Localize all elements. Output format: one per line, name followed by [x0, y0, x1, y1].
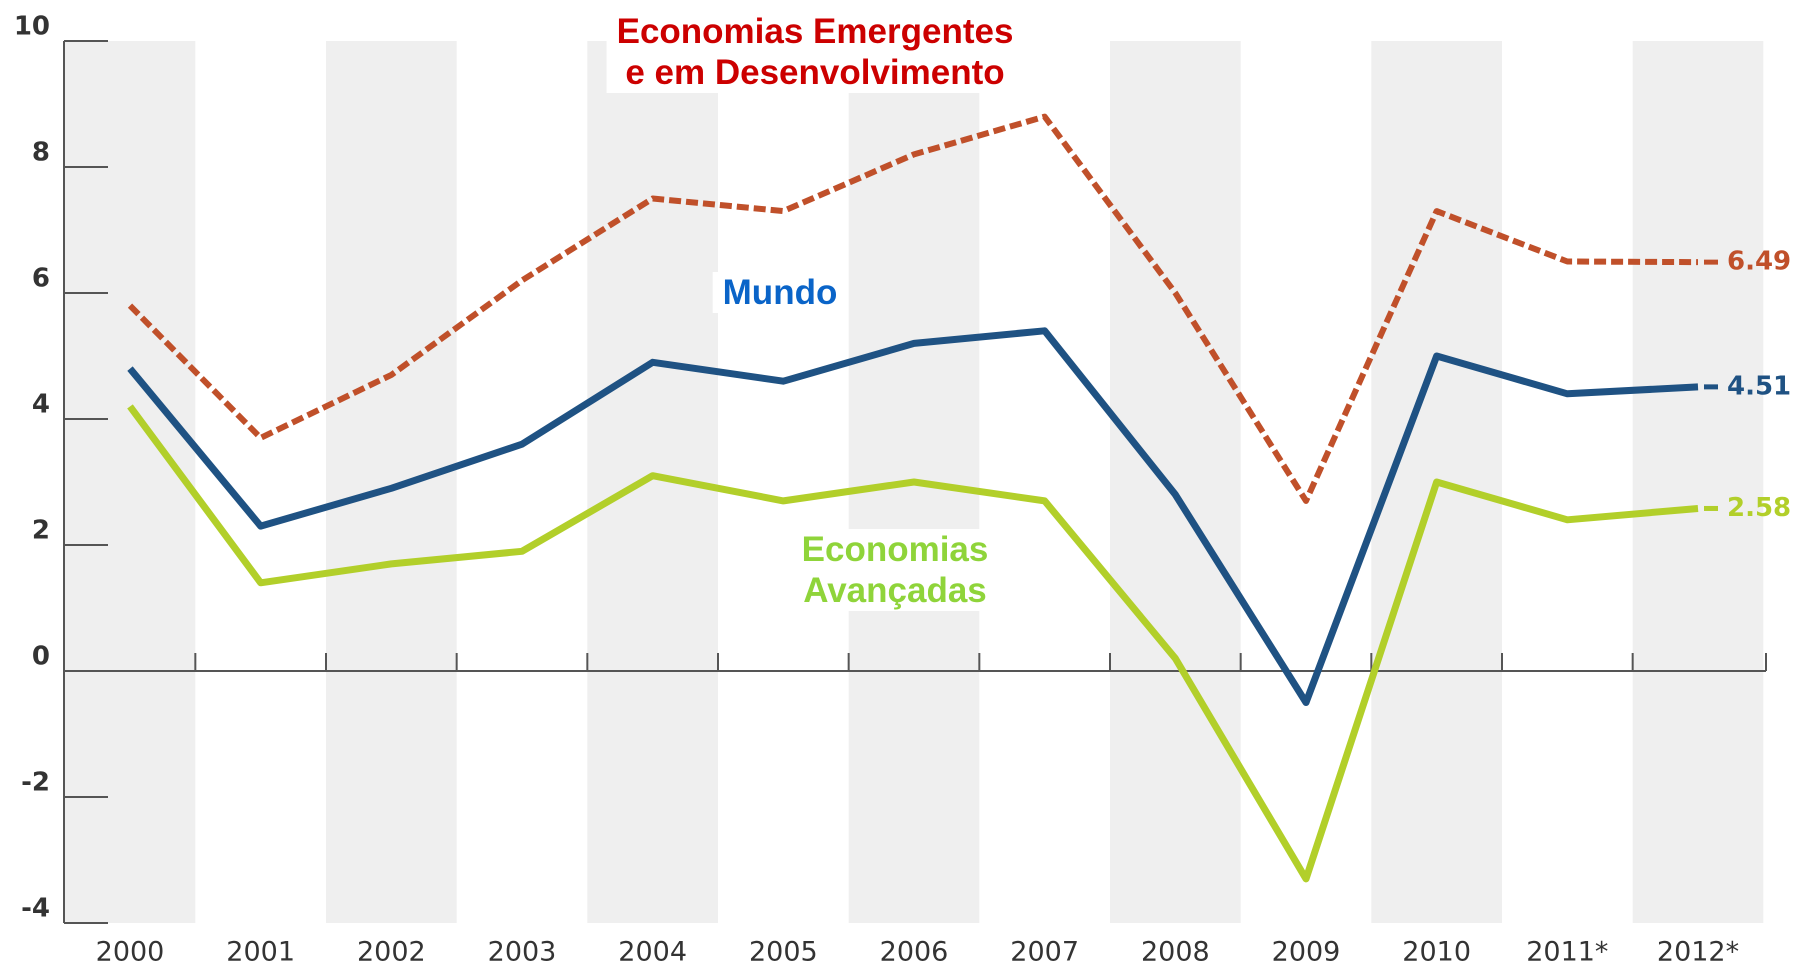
- band: [64, 41, 196, 923]
- end-value-label: 2.58: [1727, 493, 1791, 523]
- x-tick-label: 2011*: [1526, 937, 1608, 968]
- x-tick-label: 2005: [749, 937, 818, 968]
- y-tick-label: 4: [32, 390, 50, 420]
- x-tick-label: 2010: [1402, 937, 1471, 968]
- series-line: [127, 113, 1699, 504]
- x-tick-label: 2008: [1141, 937, 1210, 968]
- band: [1110, 41, 1241, 923]
- end-value-label: 6.49: [1727, 247, 1791, 277]
- series-label: Mundo: [712, 272, 848, 313]
- series-line: [127, 327, 1699, 706]
- x-tick-label: 2006: [880, 937, 949, 968]
- x-tick-label: 2002: [357, 937, 426, 968]
- y-tick-label: 10: [14, 12, 50, 42]
- x-tick-label: 2003: [488, 937, 557, 968]
- x-tick-label: 2007: [1010, 937, 1079, 968]
- band: [326, 41, 457, 923]
- end-value-label: 4.51: [1727, 371, 1791, 401]
- series-label: Economias Avançadas: [791, 529, 999, 611]
- x-tick-label: 2009: [1272, 937, 1341, 968]
- series-line: [127, 404, 1699, 883]
- y-tick-label: 0: [32, 642, 50, 672]
- y-tick-label: 6: [32, 264, 50, 294]
- x-tick-label: 2000: [96, 937, 165, 968]
- x-tick-label: 2012*: [1657, 937, 1739, 968]
- x-tick-label: 2001: [226, 937, 295, 968]
- series-label: Economias Emergentes e em Desenvolviment…: [606, 11, 1024, 93]
- band: [1632, 41, 1764, 923]
- y-tick-label: -2: [21, 768, 50, 798]
- y-tick-label: -4: [21, 894, 50, 924]
- x-tick-label: 2004: [618, 937, 687, 968]
- y-tick-label: 2: [32, 516, 50, 546]
- y-tick-label: 8: [32, 138, 50, 168]
